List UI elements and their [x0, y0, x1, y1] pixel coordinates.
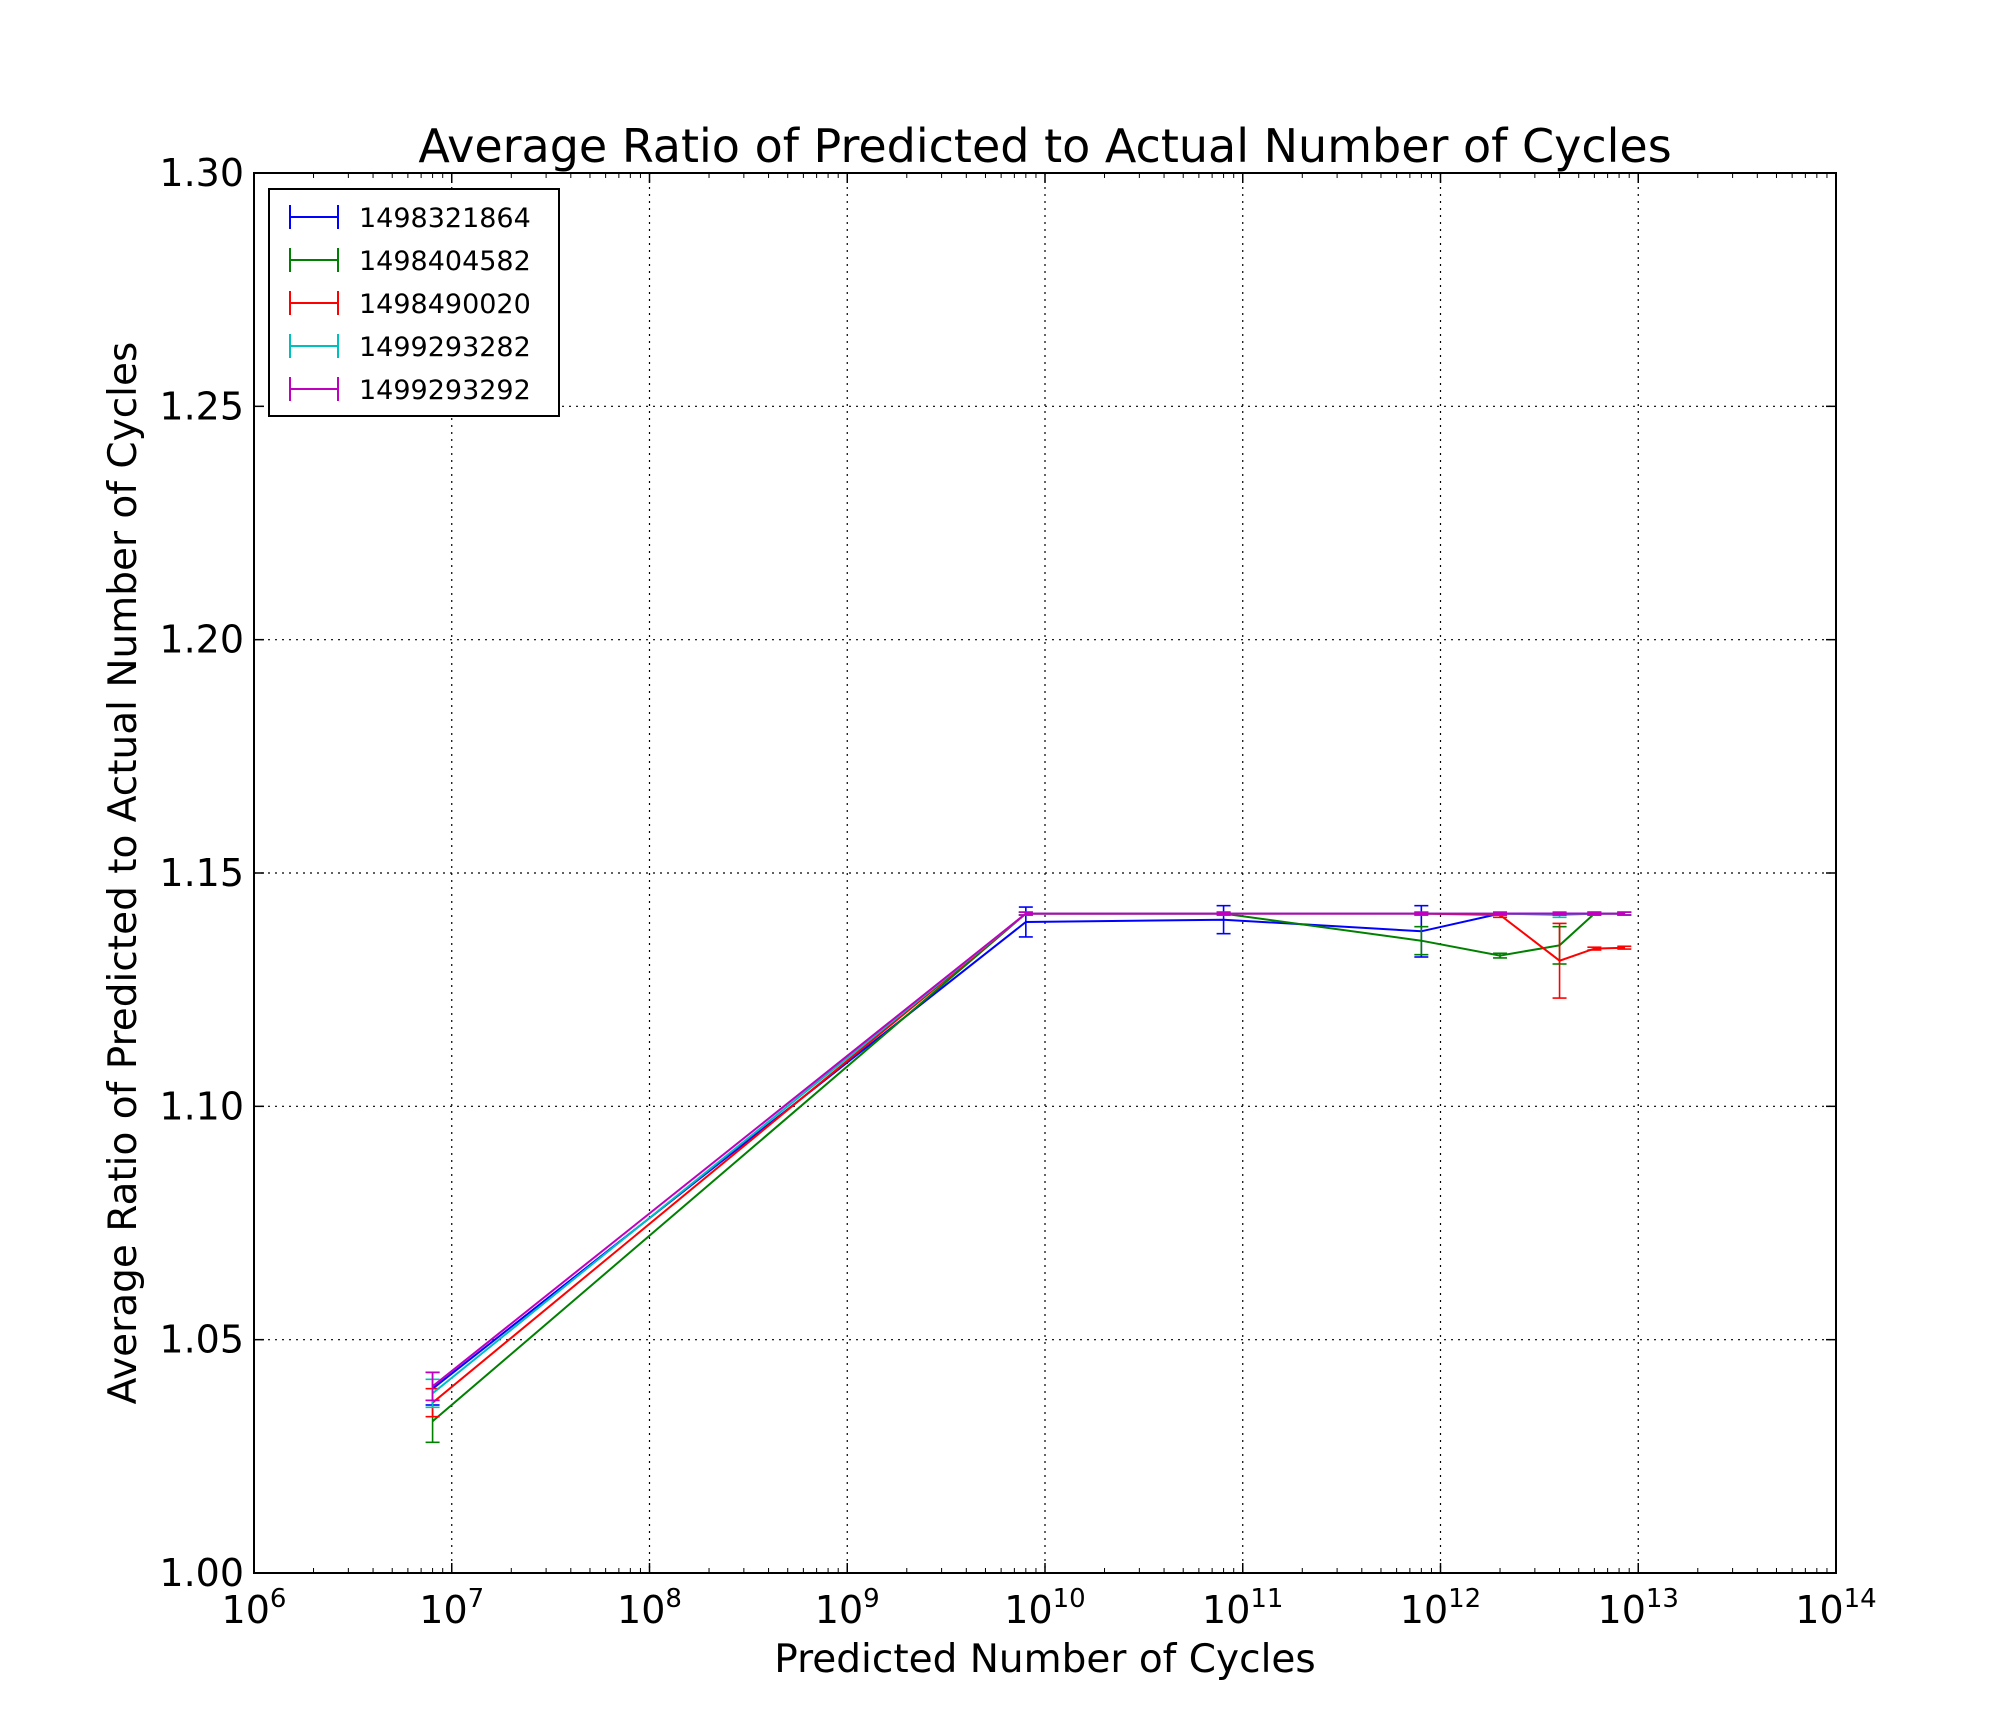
y-axis-title: Average Ratio of Predicted to Actual Num… [101, 342, 146, 1405]
x-tick-label: 1012 [1400, 1584, 1481, 1632]
y-tick-label: 1.30 [159, 151, 244, 195]
x-tick-label: 109 [815, 1584, 880, 1632]
x-tick-label: 106 [222, 1584, 287, 1632]
legend-item: 1498490020 [289, 289, 531, 320]
x-tick-label: 1014 [1795, 1584, 1876, 1632]
legend-item: 1498404582 [289, 246, 531, 277]
y-tick-label: 1.05 [159, 1318, 244, 1362]
x-tick-label: 107 [419, 1584, 484, 1632]
x-tick-label: 1013 [1598, 1584, 1679, 1632]
legend-label: 1498404582 [359, 246, 531, 277]
series-1499293292 [425, 911, 1632, 1402]
series-group [425, 904, 1632, 1444]
x-tick-label: 1010 [1004, 1584, 1085, 1632]
legend-item: 1498321864 [289, 203, 531, 234]
x-axis-title: Predicted Number of Cycles [774, 1637, 1315, 1682]
grid [254, 173, 1836, 1573]
legend-item: 1499293292 [289, 375, 531, 406]
legend: 1498321864 1498404582 1498490020 1499293282… [268, 188, 560, 417]
series-line [431, 912, 1625, 1388]
ticks: 106 107 108 109 1010 1011 1012 1013 1014 1.00 1.05… [159, 151, 1876, 1632]
legend-label: 1499293282 [359, 332, 531, 363]
legend-label: 1499293292 [359, 375, 531, 406]
y-tick-label: 1.00 [159, 1551, 244, 1595]
x-tick-label: 108 [617, 1584, 682, 1632]
y-tick-label: 1.25 [159, 384, 244, 428]
y-tick-label: 1.15 [159, 851, 244, 895]
legend-label: 1498490020 [359, 289, 531, 320]
legend-item: 1499293282 [289, 332, 531, 363]
chart-title: Average Ratio of Predicted to Actual Num… [418, 119, 1671, 173]
x-tick-label: 1011 [1202, 1584, 1283, 1632]
y-tick-label: 1.20 [159, 618, 244, 662]
legend-label: 1498321864 [359, 203, 531, 234]
y-tick-label: 1.10 [159, 1084, 244, 1128]
